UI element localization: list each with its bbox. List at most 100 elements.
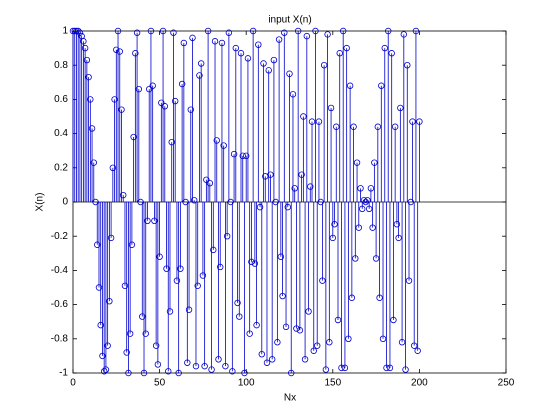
y-tick-label: -1 <box>59 368 68 379</box>
stem-marker <box>222 362 229 370</box>
stem-marker <box>229 368 236 375</box>
stem-marker <box>371 159 378 166</box>
stem-marker <box>303 32 311 40</box>
stem-marker <box>338 364 345 372</box>
stem-marker <box>140 369 148 377</box>
stem-marker <box>305 308 312 315</box>
stem-marker <box>227 198 234 206</box>
stem-marker <box>130 133 137 141</box>
stem-marker <box>208 366 215 373</box>
y-tick-label: -0.6 <box>51 299 69 310</box>
stem-marker <box>149 82 156 89</box>
stem-marker <box>355 224 362 231</box>
stem-marker <box>199 272 207 279</box>
y-tick-label: -0.8 <box>51 333 69 344</box>
stem-marker <box>329 234 336 242</box>
stem-marker <box>334 316 342 324</box>
stem-marker <box>234 299 241 307</box>
stem-marker <box>281 29 288 36</box>
stem-marker <box>272 198 279 206</box>
stem-marker <box>104 342 111 349</box>
stem-marker <box>364 197 371 204</box>
stem-marker <box>326 339 333 346</box>
stem-marker <box>348 294 356 301</box>
stem-marker <box>69 27 77 35</box>
stem-marker <box>90 159 97 166</box>
x-tick-label: 0 <box>70 378 76 389</box>
stem-marker <box>94 241 101 248</box>
stem-marker <box>385 27 392 35</box>
stem-marker <box>178 80 186 88</box>
stem-marker <box>414 347 421 354</box>
x-tick-label: 50 <box>154 378 166 389</box>
stem-marker <box>236 313 243 320</box>
stem-marker <box>270 56 278 64</box>
stem-marker <box>133 29 141 36</box>
stem-marker <box>404 61 411 69</box>
stem-marker <box>398 339 406 346</box>
stem-marker <box>381 44 388 52</box>
stem-marker <box>180 39 188 47</box>
stem-marker <box>114 27 122 35</box>
stem-marker <box>97 321 104 329</box>
stem-marker <box>211 38 219 45</box>
stem-marker <box>391 123 399 130</box>
stem-marker <box>255 41 262 48</box>
stem-marker <box>256 203 264 211</box>
stem-marker <box>123 349 130 356</box>
stem-marker <box>333 123 340 130</box>
stem-marker <box>220 142 227 149</box>
stem-marker <box>315 118 323 125</box>
stem-marker <box>88 125 96 132</box>
stem-marker <box>374 123 382 130</box>
stem-marker <box>365 205 373 213</box>
stem-marker <box>156 253 163 260</box>
stem-marker <box>192 362 200 370</box>
stem-marker <box>100 368 108 375</box>
stem-marker <box>320 61 328 69</box>
stem-marker <box>132 50 139 57</box>
stem-marker <box>393 221 401 228</box>
x-tick-label: 200 <box>411 378 428 389</box>
stem-marker <box>346 82 354 89</box>
stem-marker <box>274 339 281 346</box>
stem-marker <box>345 335 352 342</box>
stem-marker <box>83 56 91 64</box>
stem-marker <box>352 255 359 262</box>
y-tick-label: 0.8 <box>54 60 68 71</box>
stem-marker <box>113 46 120 54</box>
stem-marker <box>171 97 179 105</box>
x-tick-label: 150 <box>324 378 341 389</box>
stem-marker <box>99 352 106 360</box>
stem-marker <box>407 198 414 206</box>
stem-marker <box>147 27 155 35</box>
stem-marker <box>189 34 196 42</box>
stem-marker <box>412 27 420 35</box>
stem-marker <box>369 224 376 231</box>
stem-marker <box>187 106 194 113</box>
stem-marker <box>400 31 408 38</box>
stem-marker <box>246 330 253 337</box>
stem-marker <box>173 277 181 284</box>
stem-marker <box>378 82 385 89</box>
stem-marker <box>215 356 222 363</box>
stem-marker <box>298 171 305 178</box>
stem-marker <box>139 313 146 320</box>
y-tick-label: 0.6 <box>54 94 68 105</box>
stem-marker <box>312 27 319 35</box>
stem-marker <box>135 85 143 93</box>
stem-marker <box>223 232 231 240</box>
stem-marker <box>359 205 366 213</box>
stem-marker <box>213 137 220 144</box>
stem-marker <box>284 203 291 211</box>
stem-marker <box>242 152 250 160</box>
stem-marker <box>324 31 331 38</box>
stem-marker <box>74 27 82 35</box>
stem-marker <box>314 342 321 349</box>
stem-marker <box>301 356 309 363</box>
stem-marker <box>319 277 326 284</box>
stem-marker <box>92 198 99 206</box>
stem-marker <box>307 183 314 190</box>
stem-marker <box>107 234 115 242</box>
y-tick-label: 0 <box>62 197 68 208</box>
